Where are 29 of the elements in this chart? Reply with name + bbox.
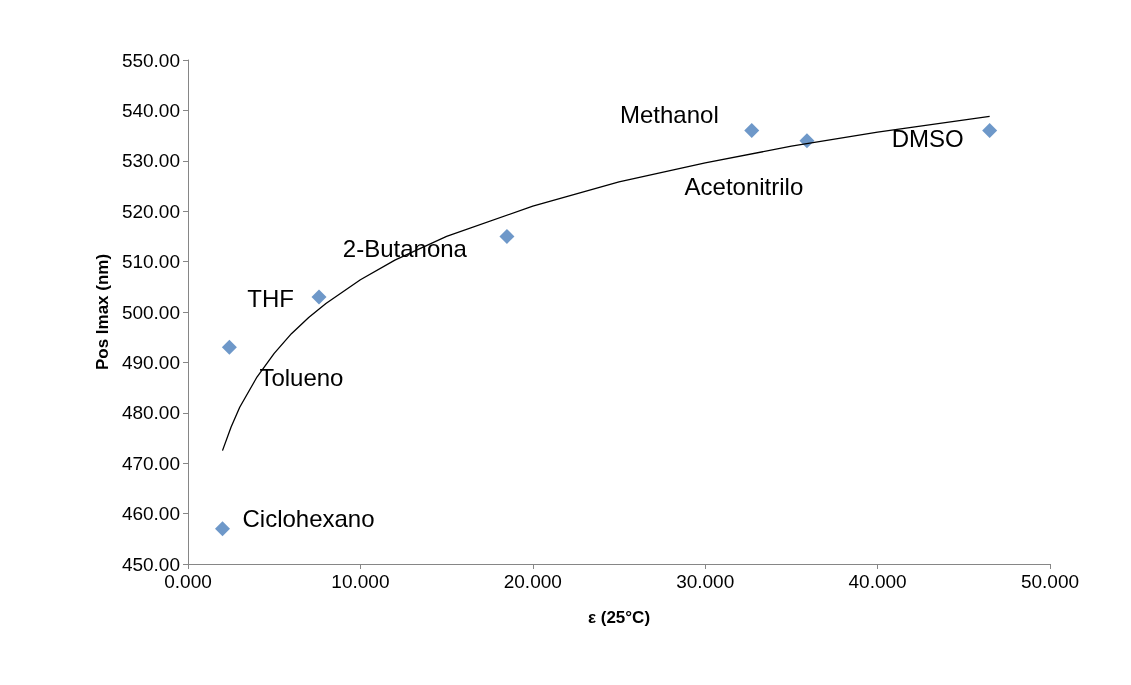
annotation: Tolueno	[259, 363, 344, 391]
point	[499, 228, 515, 244]
annotation: DMSO	[891, 125, 964, 153]
annotation: Ciclohexano	[242, 505, 375, 533]
y-tick-label: 510.00	[121, 251, 180, 273]
y-tick-label: 530.00	[121, 150, 180, 172]
x-tick-label: 40.000	[848, 571, 907, 592]
point	[311, 289, 327, 305]
y-tick-label: 540.00	[121, 99, 180, 121]
y-tick-label: 480.00	[121, 402, 180, 424]
y-tick-label: 550.00	[121, 49, 180, 71]
point	[744, 123, 760, 139]
x-axis-title: ε (25°C)	[587, 608, 651, 627]
y-tick-label: 520.00	[121, 200, 180, 222]
y-tick-label: 460.00	[121, 503, 180, 525]
point	[982, 123, 998, 139]
y-tick-label: 490.00	[121, 351, 180, 373]
x-tick-label: 30.000	[676, 571, 735, 592]
x-tick-label: 50.000	[1020, 571, 1080, 592]
y-tick-label: 500.00	[121, 301, 180, 323]
annotation: Methanol	[620, 101, 719, 129]
point	[214, 521, 230, 537]
annotation: THF	[247, 285, 295, 313]
y-tick-label: 470.00	[121, 452, 180, 474]
y-axis-title: Pos lmax (nm)	[92, 253, 112, 371]
point	[221, 339, 237, 355]
x-tick-label: 20.000	[503, 571, 562, 592]
annotation: Acetonitrilo	[684, 173, 804, 201]
x-tick-label: 10.000	[331, 571, 390, 592]
